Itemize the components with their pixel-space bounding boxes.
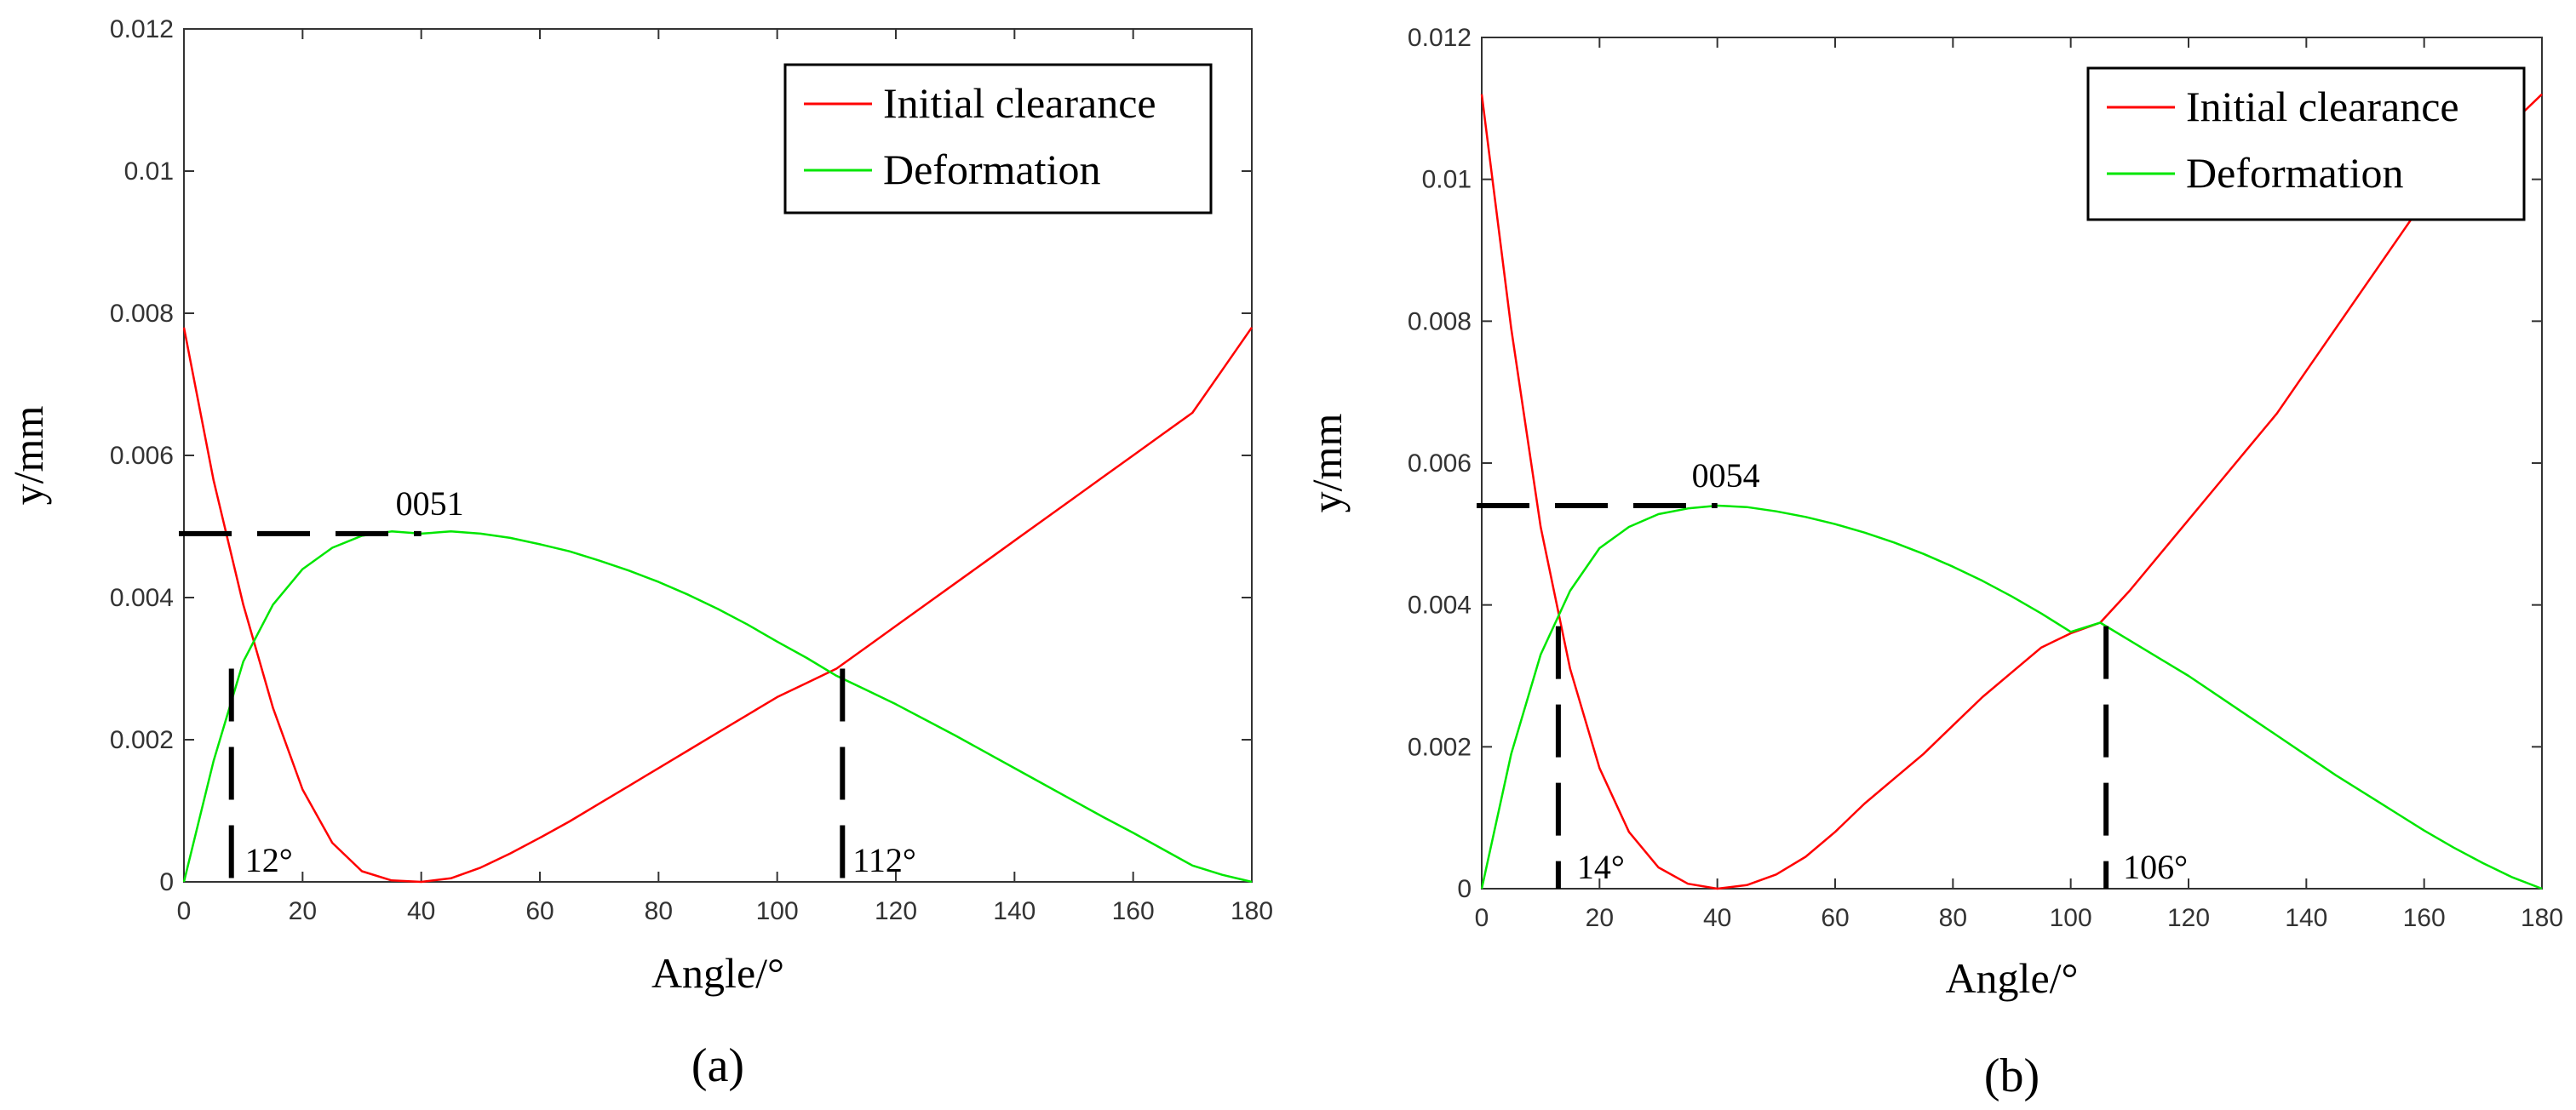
x-axis-label: Angle/° [651, 949, 784, 997]
x-tick-label: 20 [1586, 904, 1614, 932]
y-tick-label: 0.004 [1408, 592, 1472, 620]
panel-label: (b) [1984, 1050, 2040, 1102]
y-axis-label: y/mm [4, 406, 52, 506]
x-tick-label: 140 [2285, 904, 2327, 932]
panel-label: (a) [691, 1039, 744, 1092]
series-line-deformation [1480, 504, 2543, 890]
y-tick-label: 0.008 [110, 300, 174, 328]
y-tick-label: 0.004 [110, 584, 174, 612]
x-tick-label: 140 [993, 897, 1036, 925]
series-line-initial-clearance [182, 326, 1254, 884]
y-tick-label: 0.006 [1408, 449, 1472, 478]
x-tick-label: 100 [756, 897, 799, 925]
peak-value-label: 0051 [396, 484, 464, 523]
right-intersection-label: 112° [852, 841, 916, 879]
right-intersection-label: 106° [2123, 848, 2188, 886]
chart-panel-b: 0 20 40 60 80 100 120 140 160 180 0 0.002 0.004 0.006… [1303, 24, 2563, 1102]
legend-label-deformation: Deformation [2186, 149, 2403, 197]
y-tick-label: 0.002 [1408, 733, 1472, 761]
x-tick-label: 60 [525, 897, 554, 925]
x-tick-label: 180 [2521, 904, 2563, 932]
y-tick-label: 0.01 [124, 157, 174, 186]
legend-box [2086, 66, 2526, 221]
y-tick-label: 0.012 [110, 15, 174, 43]
x-tick-label: 120 [2167, 904, 2210, 932]
y-tick-label: 0 [1457, 875, 1472, 903]
y-tick-label: 0 [159, 868, 174, 896]
x-tick-label: 20 [289, 897, 317, 925]
legend-box [783, 63, 1213, 215]
series-line-initial-clearance [1480, 93, 2543, 890]
x-tick-label: 0 [1475, 904, 1489, 932]
x-tick-label: 160 [2403, 904, 2446, 932]
y-tick-label: 0.002 [110, 726, 174, 754]
x-tick-label: 100 [2050, 904, 2092, 932]
x-tick-label: 40 [407, 897, 435, 925]
legend-label-deformation: Deformation [883, 146, 1100, 193]
left-intersection-label: 12° [245, 841, 293, 879]
x-tick-label: 40 [1703, 904, 1731, 932]
chart-panel-a: 0 20 40 60 80 100 120 140 160 180 0 0.002 0.004 0.006… [4, 15, 1273, 1092]
x-tick-label: 0 [177, 897, 192, 925]
y-tick-label: 0.006 [110, 442, 174, 470]
legend-label-initial-clearance: Initial clearance [2186, 83, 2459, 130]
x-axis-label: Angle/° [1945, 954, 2078, 1002]
y-tick-label: 0.01 [1422, 166, 1472, 194]
x-tick-label: 60 [1821, 904, 1849, 932]
left-intersection-label: 14° [1577, 848, 1625, 886]
x-tick-label: 80 [645, 897, 673, 925]
peak-value-label: 0054 [1692, 456, 1760, 495]
x-tick-label: 180 [1231, 897, 1273, 925]
y-axis-label: y/mm [1303, 414, 1351, 513]
legend-label-initial-clearance: Initial clearance [883, 79, 1156, 127]
x-tick-label: 160 [1112, 897, 1155, 925]
x-tick-label: 120 [875, 897, 917, 925]
y-tick-label: 0.008 [1408, 307, 1472, 335]
y-tick-label: 0.012 [1408, 24, 1472, 52]
x-tick-label: 80 [1939, 904, 1967, 932]
